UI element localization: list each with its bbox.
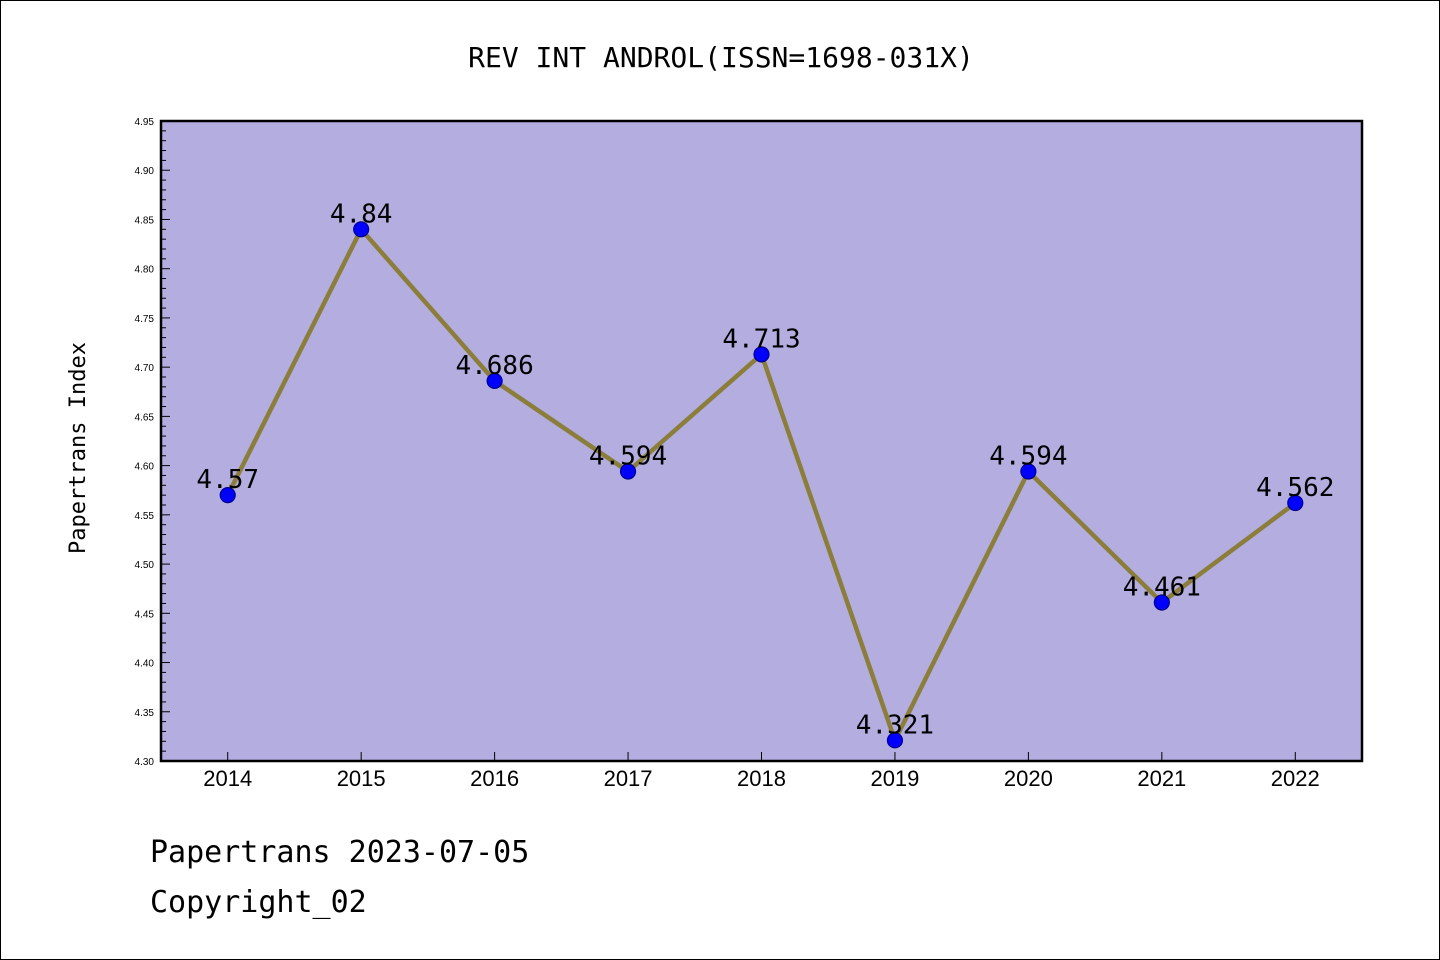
data-point-marker: [219, 487, 236, 504]
y-tick-label: 4.90: [135, 166, 155, 177]
data-label: 4.713: [722, 324, 800, 354]
y-axis-ticks: 4.30 4.35 4.40 4.45 4.50 4.55 4.60 4.65 4.70 4.75…: [135, 117, 170, 768]
data-point-marker: [1287, 494, 1304, 512]
x-tick-label: 2016: [470, 766, 519, 791]
data-label: 4.84: [330, 199, 393, 229]
y-tick-label: 4.70: [135, 363, 155, 374]
y-tick-label: 4.55: [135, 511, 155, 522]
y-tick-label: 4.80: [135, 265, 155, 276]
footer-copyright-text: Copyright_02: [150, 885, 367, 920]
y-tick-label: 4.65: [135, 412, 155, 423]
footer-date-text: Papertrans 2023-07-05: [150, 835, 530, 870]
x-tick-label: 2017: [604, 766, 653, 791]
data-label: 4.461: [1123, 572, 1201, 602]
data-labels-layer: 4.57 4.84 4.686 4.594 4.713 4.321 4.594 4.461 4.…: [196, 199, 1334, 740]
y-tick-label: 4.75: [135, 314, 155, 325]
data-point-marker: [486, 372, 503, 390]
x-tick-label: 2018: [737, 766, 786, 791]
data-label: 4.562: [1256, 473, 1334, 503]
x-tick-label: 2014: [203, 766, 252, 791]
data-point-marker: [353, 221, 370, 238]
x-tick-label: 2015: [337, 766, 386, 791]
series-layer: [219, 221, 1304, 749]
y-tick-label: 4.45: [135, 609, 155, 620]
y-tick-label: 4.35: [135, 708, 155, 719]
x-tick-label: 2019: [870, 766, 919, 791]
x-tick-label: 2022: [1271, 766, 1320, 791]
data-label: 4.686: [455, 351, 533, 381]
data-label: 4.594: [989, 442, 1067, 472]
y-tick-label: 4.50: [135, 560, 155, 571]
y-axis-label: Papertrans Index: [66, 342, 91, 554]
data-point-marker: [619, 463, 637, 480]
y-tick-label: 4.30: [135, 757, 155, 768]
y-tick-label: 4.40: [135, 659, 155, 670]
y-tick-label: 4.85: [135, 215, 155, 226]
data-point-marker: [1020, 463, 1037, 480]
data-label: 4.57: [196, 465, 259, 495]
y-tick-label: 4.95: [135, 117, 155, 128]
y-tick-label: 4.60: [135, 462, 155, 473]
x-axis-ticks: 2014 2015 2016 2017 2018 2019 2020 2021 2022: [203, 752, 1320, 791]
x-tick-label: 2020: [1004, 766, 1053, 791]
data-label: 4.321: [856, 710, 934, 740]
data-point-marker: [753, 346, 770, 363]
x-tick-label: 2021: [1137, 766, 1186, 791]
chart-title: REV INT ANDROL(ISSN=1698-031X): [468, 41, 974, 74]
data-label: 4.594: [589, 442, 667, 472]
data-point-marker: [1153, 594, 1170, 611]
data-point-marker: [886, 732, 904, 749]
